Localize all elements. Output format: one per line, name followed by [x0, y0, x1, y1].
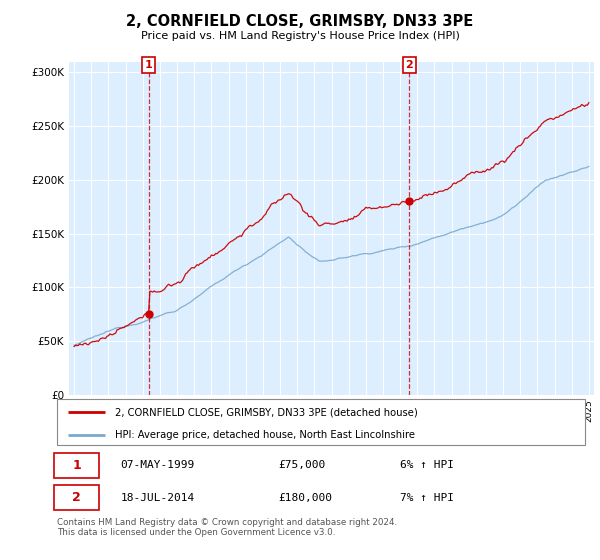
Text: £180,000: £180,000 — [279, 493, 333, 502]
FancyBboxPatch shape — [55, 486, 99, 510]
Text: 2, CORNFIELD CLOSE, GRIMSBY, DN33 3PE: 2, CORNFIELD CLOSE, GRIMSBY, DN33 3PE — [127, 14, 473, 29]
Text: 6% ↑ HPI: 6% ↑ HPI — [400, 460, 454, 470]
FancyBboxPatch shape — [55, 453, 99, 478]
Text: 7% ↑ HPI: 7% ↑ HPI — [400, 493, 454, 502]
Text: HPI: Average price, detached house, North East Lincolnshire: HPI: Average price, detached house, Nort… — [115, 430, 415, 440]
Text: £75,000: £75,000 — [279, 460, 326, 470]
Text: Price paid vs. HM Land Registry's House Price Index (HPI): Price paid vs. HM Land Registry's House … — [140, 31, 460, 41]
Text: 2, CORNFIELD CLOSE, GRIMSBY, DN33 3PE (detached house): 2, CORNFIELD CLOSE, GRIMSBY, DN33 3PE (d… — [115, 407, 418, 417]
Text: 07-MAY-1999: 07-MAY-1999 — [121, 460, 194, 470]
Text: Contains HM Land Registry data © Crown copyright and database right 2024.
This d: Contains HM Land Registry data © Crown c… — [57, 518, 397, 538]
Text: 18-JUL-2014: 18-JUL-2014 — [121, 493, 194, 502]
Text: 2: 2 — [72, 491, 81, 504]
Text: 1: 1 — [145, 60, 152, 70]
Text: 2: 2 — [406, 60, 413, 70]
Text: 1: 1 — [72, 459, 81, 472]
